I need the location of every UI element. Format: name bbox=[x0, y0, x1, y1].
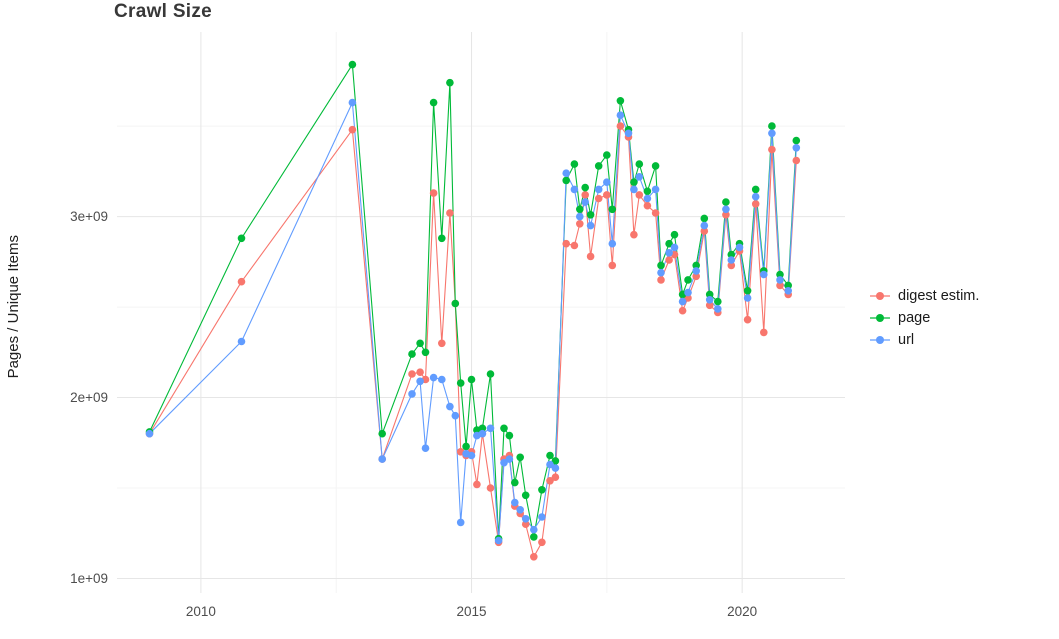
svg-text:2010: 2010 bbox=[186, 604, 216, 619]
legend-item-page: page bbox=[869, 308, 979, 327]
svg-text:1e+09: 1e+09 bbox=[70, 571, 108, 586]
legend-item-url: url bbox=[869, 330, 979, 349]
legend-key-digest-icon bbox=[870, 291, 890, 300]
svg-text:2e+09: 2e+09 bbox=[70, 390, 108, 405]
legend-key-url-icon bbox=[870, 335, 890, 344]
legend: digest estim. page url bbox=[869, 286, 979, 349]
legend-item-label: digest estim. bbox=[898, 287, 980, 304]
legend-key-page-icon bbox=[870, 313, 890, 322]
legend-item-digest-estim: digest estim. bbox=[869, 286, 979, 305]
svg-text:3e+09: 3e+09 bbox=[70, 209, 108, 224]
svg-text:2020: 2020 bbox=[727, 604, 757, 619]
legend-item-label: page bbox=[898, 309, 931, 326]
legend-item-label: url bbox=[898, 331, 915, 348]
chart-title: Crawl Size bbox=[114, 1, 213, 22]
svg-text:2015: 2015 bbox=[457, 604, 487, 619]
